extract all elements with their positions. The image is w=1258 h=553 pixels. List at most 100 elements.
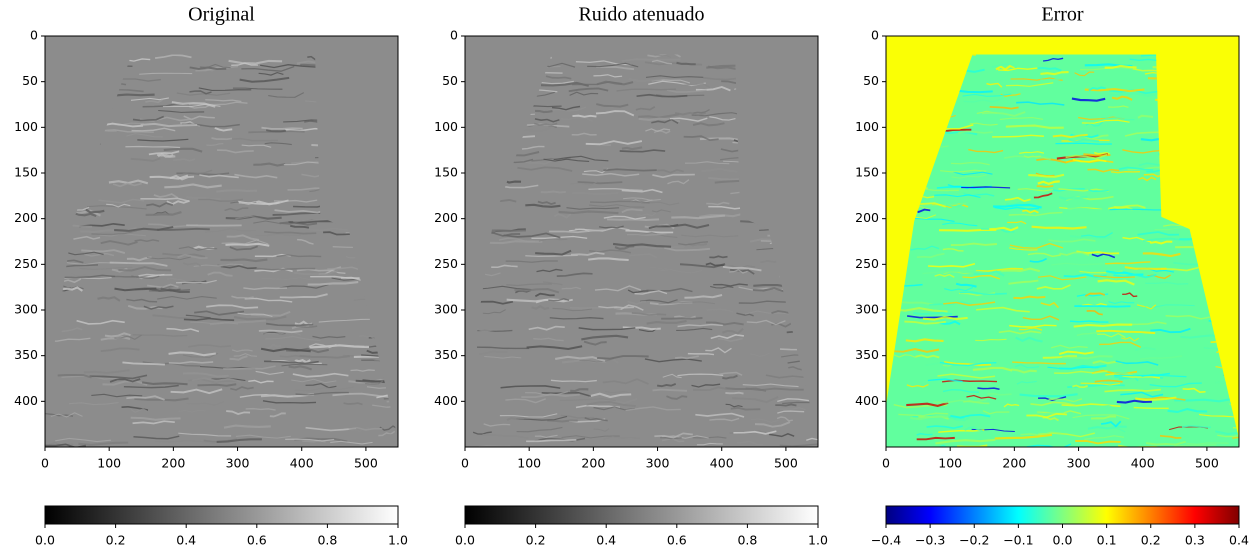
texture-stroke [725, 403, 743, 408]
texture-stroke [660, 269, 703, 274]
y-tick-label: 200 [855, 210, 879, 225]
texture-stroke [84, 252, 115, 257]
texture-stroke [164, 183, 222, 189]
texture-stroke [588, 188, 643, 192]
texture-stroke [622, 326, 661, 331]
texture-stroke [220, 258, 268, 263]
texture-stroke [1040, 75, 1076, 82]
texture-stroke [654, 54, 672, 58]
texture-stroke [1071, 97, 1106, 102]
texture-stroke [749, 352, 770, 358]
x-tick-label: 200 [1002, 456, 1026, 471]
texture-stroke [503, 232, 561, 239]
texture-stroke [1004, 196, 1031, 202]
texture-stroke [264, 360, 319, 365]
texture-stroke [1076, 332, 1102, 337]
texture-stroke [91, 230, 137, 235]
texture-stroke [1069, 235, 1112, 240]
texture-stroke [248, 130, 305, 134]
texture-stroke [1101, 116, 1135, 121]
texture-stroke [916, 432, 933, 436]
texture-stroke [1005, 124, 1064, 129]
texture-stroke [311, 339, 334, 344]
texture-stroke [973, 270, 1005, 277]
x-tick-label: 0 [882, 456, 890, 471]
texture-stroke [260, 347, 311, 353]
texture-stroke [1150, 240, 1173, 245]
x-tick-label: 400 [290, 456, 314, 471]
texture-stroke [648, 223, 679, 230]
texture-stroke [1017, 188, 1054, 192]
texture-stroke [157, 152, 174, 158]
texture-stroke [621, 208, 643, 214]
colorbar-tick-label: 0.3 [1185, 533, 1205, 548]
texture-stroke [986, 82, 1003, 88]
texture-stroke [178, 409, 206, 413]
texture-stroke [1129, 321, 1167, 326]
texture-stroke [104, 332, 131, 338]
texture-stroke [491, 264, 518, 269]
y-tick-label: 350 [855, 347, 879, 362]
colorbar-tick-label: 0.2 [1141, 533, 1161, 548]
texture-stroke [638, 327, 658, 333]
y-tick-label: 0 [30, 28, 38, 43]
texture-stroke [1118, 166, 1154, 172]
texture-stroke [1031, 225, 1087, 230]
texture-stroke [955, 282, 977, 288]
texture-stroke [543, 281, 563, 286]
texture-stroke [958, 130, 993, 134]
texture-stroke [938, 228, 997, 232]
texture-stroke [243, 287, 288, 290]
texture-stroke [182, 372, 229, 378]
texture-stroke [999, 116, 1044, 120]
texture-stroke [691, 383, 721, 388]
colorbar-tick-label: 0.4 [1229, 533, 1249, 548]
texture-stroke [1058, 188, 1109, 193]
texture-stroke [1186, 442, 1229, 445]
texture-stroke [234, 173, 278, 179]
texture-stroke [506, 417, 525, 421]
texture-stroke [1086, 309, 1103, 316]
texture-stroke [681, 82, 711, 88]
colorbar-tick-label: 0.6 [247, 533, 267, 548]
texture-stroke [722, 265, 762, 272]
texture-stroke [171, 101, 216, 108]
texture-stroke [942, 379, 998, 383]
texture-stroke [172, 158, 196, 162]
texture-stroke [1141, 373, 1187, 378]
colorbar-tick-label: −0.4 [871, 533, 901, 548]
texture-stroke [1072, 414, 1130, 420]
texture-stroke [500, 385, 561, 389]
texture-stroke [307, 281, 359, 286]
texture-stroke [1036, 184, 1054, 188]
texture-stroke [223, 365, 276, 370]
texture-stroke [525, 391, 569, 396]
texture-stroke [709, 255, 728, 259]
texture-stroke [253, 220, 303, 225]
axes-frame [44, 35, 399, 448]
texture-stroke [183, 317, 235, 322]
texture-stroke [972, 366, 1013, 372]
texture-stroke [100, 240, 138, 246]
texture-stroke [1068, 138, 1100, 143]
texture-stroke [154, 54, 192, 59]
texture-stroke [942, 248, 964, 252]
texture-stroke [913, 311, 953, 316]
texture-stroke [149, 287, 190, 294]
colorbar-tick-label: 0.0 [35, 533, 55, 548]
texture-stroke [555, 355, 606, 362]
texture-stroke [153, 193, 179, 199]
texture-stroke [233, 353, 258, 357]
texture-stroke [91, 393, 143, 398]
texture-stroke [645, 128, 671, 133]
texture-stroke [525, 254, 578, 258]
x-tick-label: 300 [646, 456, 670, 471]
texture-stroke [232, 87, 283, 90]
texture-stroke [566, 207, 620, 210]
texture-stroke [61, 327, 83, 333]
texture-stroke [994, 206, 1040, 210]
texture-stroke [272, 212, 329, 216]
texture-stroke [551, 105, 581, 111]
texture-stroke [81, 249, 126, 254]
texture-stroke [506, 283, 552, 287]
